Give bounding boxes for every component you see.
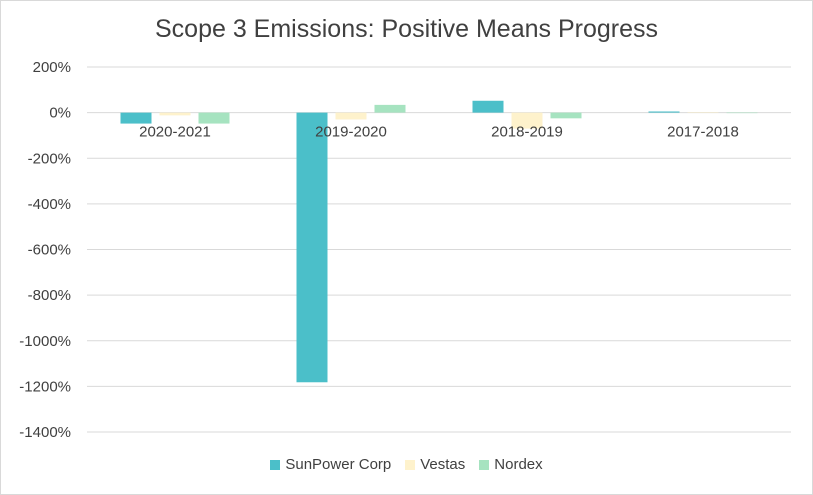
y-tick-label: -600% <box>28 242 71 259</box>
legend-label: SunPower Corp <box>285 456 392 473</box>
bar-vestas <box>687 112 719 113</box>
bar-vestas <box>511 112 543 129</box>
x-category-label: 2017-2018 <box>667 124 739 141</box>
y-tick-label: -200% <box>28 150 71 167</box>
legend-label: Nordex <box>494 456 543 473</box>
bar-vestas <box>335 112 367 120</box>
y-tick-label: -400% <box>28 196 71 213</box>
bar-nordex <box>550 112 582 119</box>
y-tick-label: -1000% <box>19 333 71 350</box>
y-tick-label: -1200% <box>19 378 71 395</box>
y-tick-label: 200% <box>33 59 71 76</box>
legend-item: Vestas <box>405 456 465 473</box>
x-category-label: 2020-2021 <box>139 124 211 141</box>
legend-item: SunPower Corp <box>270 456 391 473</box>
y-tick-label: 0% <box>49 105 71 122</box>
y-tick-label: -1400% <box>19 424 71 441</box>
legend-swatch <box>405 459 416 470</box>
bar-nordex <box>198 112 230 124</box>
bar-nordex <box>374 104 406 113</box>
legend-swatch <box>270 459 281 470</box>
bar-nordex <box>726 112 758 114</box>
bar-vestas <box>159 112 191 116</box>
x-category-label: 2019-2020 <box>315 124 387 141</box>
x-category-label: 2018-2019 <box>491 124 563 141</box>
chart-title: Scope 3 Emissions: Positive Means Progre… <box>155 15 658 43</box>
bar-sunpower-corp <box>648 111 680 113</box>
legend-swatch <box>479 459 490 470</box>
bar-sunpower-corp <box>472 100 504 113</box>
legend-item: Nordex <box>479 456 543 473</box>
chart-legend: SunPower Corp Vestas Nordex <box>1 456 812 473</box>
bar-sunpower-corp <box>296 112 328 383</box>
y-tick-label: -800% <box>28 287 71 304</box>
legend-label: Vestas <box>420 456 466 473</box>
bar-sunpower-corp <box>120 112 152 124</box>
